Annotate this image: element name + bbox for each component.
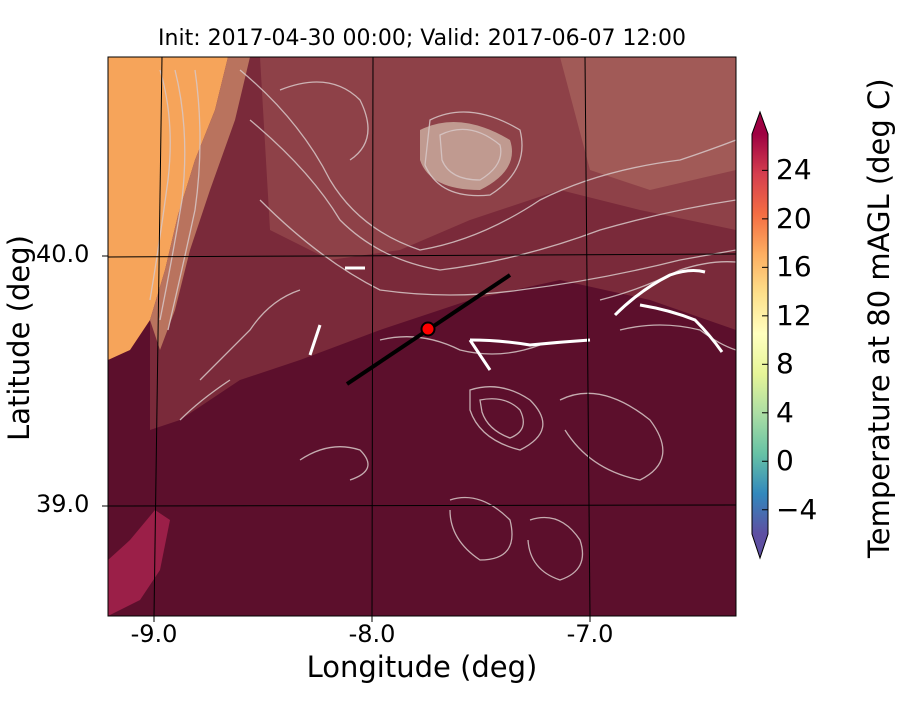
graticule [108,57,736,616]
southwest-warm-patch [108,510,170,616]
map-frame [107,56,737,617]
y-tick-label: 40.0 [36,240,90,268]
x-tick-label: -8.0 [348,620,396,648]
colorbar-outline [751,110,769,560]
colorbar-tick-label: −4 [776,492,818,526]
colorbar-tick-label: 0 [776,444,794,478]
x-tick-label: -7.0 [566,620,614,648]
colorbar-tick-label: 24 [776,153,812,187]
x-tick-label: -9.0 [130,620,178,648]
y-tick-label: 39.0 [36,490,90,518]
contour-lines [149,69,736,581]
tick-marks [102,255,591,622]
y-axis-label: Latitude (deg) [2,235,36,441]
colorbar-label: Temperature at 80 mAGL (deg C) [862,78,896,558]
colorbar-max-extension [752,112,768,134]
colorbar-gradient [752,134,768,534]
coastal-warm-region [108,57,228,360]
map-panel [108,57,736,616]
coastal-transition-region [150,57,250,350]
colorbar-tick-label: 12 [776,298,812,332]
colorbar-tick-label: 4 [776,395,794,429]
x-axis-label: Longitude (deg) [306,650,538,684]
site-marker [420,321,436,337]
colorbar-min-extension [752,534,768,558]
colorbar-tick-label: 20 [776,201,812,235]
warm-northeast-region [560,57,736,190]
colorbar-tick-marks [762,169,768,511]
figure-title: Init: 2017-04-30 00:00; Valid: 2017-06-0… [158,26,686,51]
river-features [308,266,724,371]
colorbar-tick-label: 8 [776,347,794,381]
colorbar-tick-label: 16 [776,250,812,284]
colorbar [751,110,769,560]
